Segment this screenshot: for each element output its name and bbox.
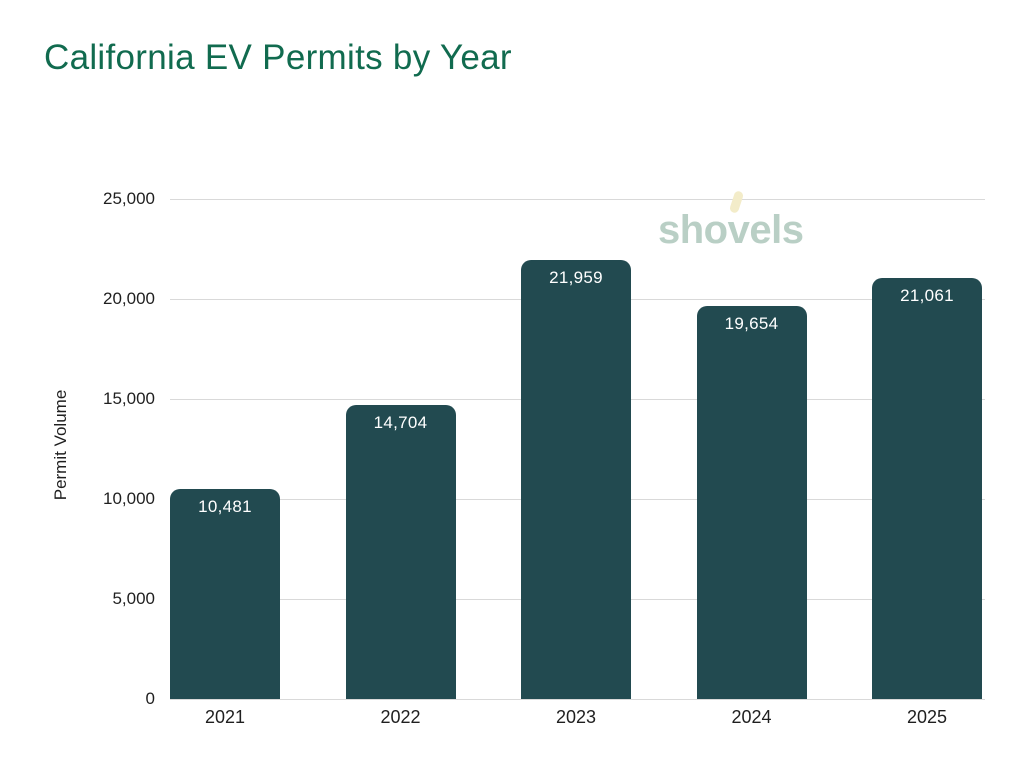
chart-title: California EV Permits by Year (44, 38, 512, 77)
bar-value-label: 14,704 (373, 412, 428, 432)
y-tick-label: 15,000 (103, 389, 155, 408)
bar-2022: 14,704 (345, 404, 456, 699)
plot-area: 10,481 14,704 21,959 19,654 21,061 (170, 199, 985, 700)
x-tick-label: 2023 (555, 707, 597, 727)
bar-value-label: 21,061 (900, 285, 954, 305)
gridline (170, 699, 985, 700)
bar-value-label: 19,654 (724, 313, 779, 333)
logo-text-v: v (727, 208, 750, 252)
x-tick-label: 2024 (731, 707, 772, 727)
y-tick-label: 25,000 (103, 189, 155, 208)
bar-value-label: 10,481 (198, 497, 252, 517)
bar-2025: 21,061 (872, 277, 982, 699)
bar-value-label: 21,959 (549, 267, 603, 287)
bar-2021: 10,481 (170, 489, 280, 699)
y-tick-label: 10,000 (103, 489, 155, 508)
y-tick-label: 5,000 (112, 589, 155, 608)
y-tick-label: 0 (145, 689, 155, 708)
bar-2024: 19,654 (696, 305, 807, 699)
gridline (170, 199, 985, 200)
x-tick-label: 2022 (380, 707, 421, 727)
logo-text-left: sho (658, 208, 728, 252)
y-tick-label: 20,000 (103, 289, 155, 308)
logo-letter-v: v (727, 190, 750, 253)
shovels-logo: sho vels (658, 190, 804, 253)
bar-2023: 21,959 (521, 259, 631, 699)
logo-text-right: els (749, 208, 804, 252)
x-tick-label: 2025 (906, 707, 948, 727)
x-tick-label: 2021 (204, 707, 246, 727)
